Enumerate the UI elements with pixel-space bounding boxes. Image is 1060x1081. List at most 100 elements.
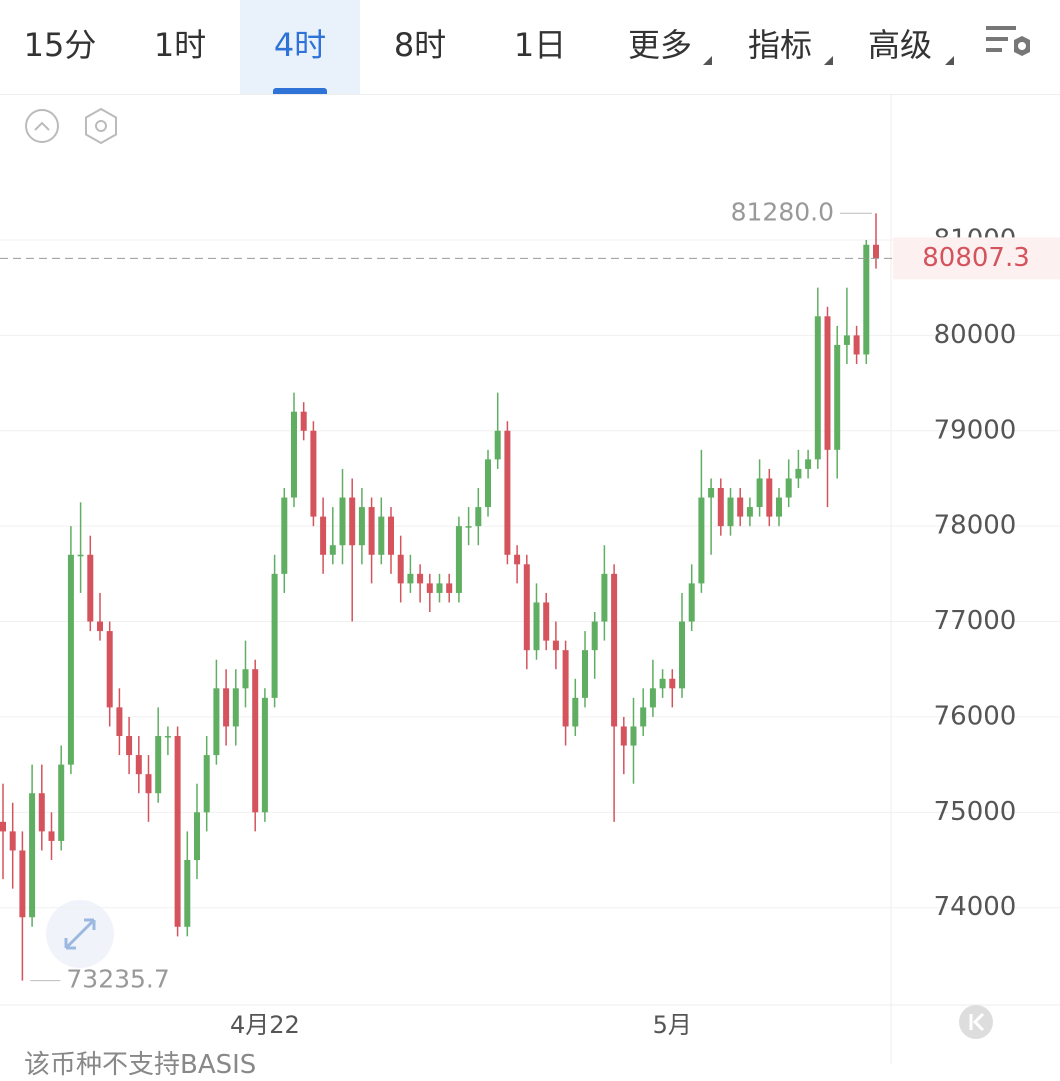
candle-body xyxy=(562,650,569,727)
tab-bar: 15分 1时 4时 8时 1日 更多 指标 高级 xyxy=(0,0,1060,95)
candle-body xyxy=(155,736,162,794)
candle-body xyxy=(514,554,521,565)
candle-body xyxy=(397,554,404,584)
settings-icon[interactable] xyxy=(984,22,1036,66)
candle-body xyxy=(727,497,734,527)
candle-body xyxy=(232,688,239,727)
candle-body xyxy=(523,564,530,651)
candle-body xyxy=(630,726,637,746)
candle-body xyxy=(746,507,753,517)
expand-button[interactable] xyxy=(46,900,114,968)
candle-body xyxy=(261,697,268,813)
candle-body xyxy=(378,516,385,555)
candle-body xyxy=(805,459,812,469)
candle-body xyxy=(38,793,45,832)
candle-body xyxy=(213,688,220,756)
candle-body xyxy=(29,793,36,918)
candle-body xyxy=(611,573,618,727)
candle-body xyxy=(281,497,288,574)
candle-body xyxy=(863,244,870,355)
tab[interactable]: 1时 xyxy=(153,26,207,64)
candle-body xyxy=(834,344,841,450)
dropdown-arrow xyxy=(945,56,954,65)
candle-body xyxy=(174,736,181,927)
candle-body xyxy=(776,497,782,517)
x-tick-label: 4月22 xyxy=(230,1011,300,1039)
candle-body xyxy=(329,545,336,555)
candle-body xyxy=(504,430,511,555)
tab[interactable]: 更多 xyxy=(627,26,692,64)
candle-body xyxy=(688,583,695,622)
candle-body xyxy=(291,411,297,498)
settings-hex-icon[interactable] xyxy=(85,107,117,145)
last-price-label: 80807.3 xyxy=(922,243,1030,273)
tab[interactable]: 15分 xyxy=(23,26,97,64)
candle-body xyxy=(824,316,831,450)
candle-body xyxy=(814,316,821,460)
candle-body xyxy=(48,831,55,841)
candle-body xyxy=(843,335,850,345)
candle-body xyxy=(698,497,705,584)
candle-body xyxy=(485,459,491,508)
y-tick-label: 78000 xyxy=(934,511,1017,541)
candle-body xyxy=(756,478,763,508)
candle-body xyxy=(475,507,482,527)
candle-body xyxy=(669,678,676,689)
candle-body xyxy=(679,621,685,689)
candle-body xyxy=(533,602,540,651)
candle-body xyxy=(426,583,433,593)
candle-body xyxy=(465,526,472,528)
candle-body xyxy=(271,573,278,698)
dropdown-arrow xyxy=(824,56,833,65)
candle-body xyxy=(194,812,200,861)
candle-body xyxy=(717,487,724,527)
candle-body xyxy=(659,678,666,689)
candle-body xyxy=(106,631,113,708)
candle-body xyxy=(572,697,579,727)
y-tick-label: 79000 xyxy=(934,415,1017,445)
y-tick-label: 77000 xyxy=(934,606,1017,636)
candle-body xyxy=(9,831,16,851)
candle-body xyxy=(223,688,230,727)
candle-body xyxy=(601,573,608,622)
candle-body xyxy=(300,411,307,431)
candle-body xyxy=(388,516,394,555)
candle-body xyxy=(708,487,715,498)
y-tick-label: 74000 xyxy=(934,892,1017,922)
candle-body xyxy=(455,526,462,593)
candle-body xyxy=(135,755,142,775)
dropdown-arrow xyxy=(703,56,712,65)
low-label: 73235.7 xyxy=(66,965,169,994)
candle-body xyxy=(164,736,171,738)
candle-body xyxy=(873,244,879,259)
candle-body xyxy=(67,554,74,765)
candle-body xyxy=(737,497,744,517)
tab[interactable]: 1日 xyxy=(513,26,567,64)
candle-body xyxy=(339,497,346,546)
candle-body xyxy=(126,736,133,756)
candle-body xyxy=(358,507,365,546)
candle-body xyxy=(77,554,84,557)
candle-body xyxy=(368,507,375,555)
candle-body xyxy=(853,335,860,355)
footer-note: 该币种不支持BASIS xyxy=(24,1050,257,1080)
candle-body xyxy=(494,430,501,460)
candle-body xyxy=(58,764,65,841)
last-price-bg xyxy=(893,237,1060,280)
candle-body xyxy=(436,583,443,593)
high-label: 81280.0 xyxy=(731,197,834,226)
candle-body xyxy=(640,707,647,727)
candle-body xyxy=(417,573,424,584)
tab[interactable]: 8时 xyxy=(393,26,447,64)
collapse-icon[interactable] xyxy=(25,109,59,143)
tab[interactable]: 4时 xyxy=(240,0,360,94)
candle-body xyxy=(552,640,559,651)
tab[interactable]: 指标 xyxy=(747,26,812,64)
scroll-latest-button[interactable] xyxy=(959,1005,993,1039)
candle-body xyxy=(184,860,191,927)
tab[interactable]: 高级 xyxy=(867,26,932,64)
candle-body xyxy=(252,669,259,813)
candle-body xyxy=(407,573,414,584)
candle-body xyxy=(543,602,550,641)
